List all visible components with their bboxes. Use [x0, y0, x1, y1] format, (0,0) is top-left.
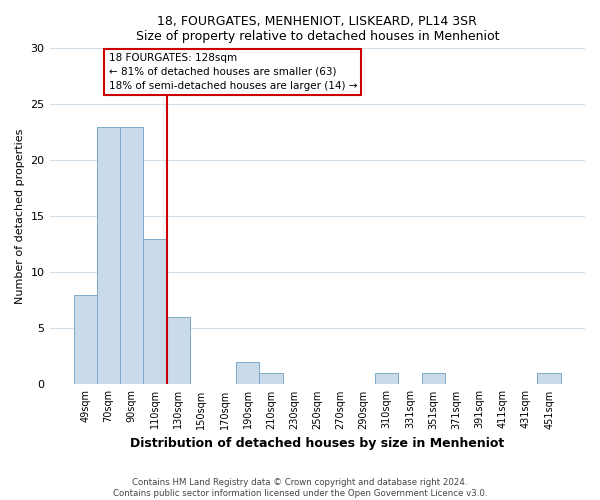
Bar — [74, 295, 97, 384]
Bar — [375, 373, 398, 384]
Title: 18, FOURGATES, MENHENIOT, LISKEARD, PL14 3SR
Size of property relative to detach: 18, FOURGATES, MENHENIOT, LISKEARD, PL14… — [136, 15, 499, 43]
Text: 18 FOURGATES: 128sqm
← 81% of detached houses are smaller (63)
18% of semi-detac: 18 FOURGATES: 128sqm ← 81% of detached h… — [109, 53, 357, 91]
Bar — [422, 373, 445, 384]
Bar — [97, 127, 120, 384]
Bar — [259, 373, 283, 384]
Bar — [167, 317, 190, 384]
Text: Contains HM Land Registry data © Crown copyright and database right 2024.
Contai: Contains HM Land Registry data © Crown c… — [113, 478, 487, 498]
Bar — [236, 362, 259, 384]
Y-axis label: Number of detached properties: Number of detached properties — [15, 128, 25, 304]
Bar — [538, 373, 560, 384]
Bar — [143, 239, 167, 384]
Bar — [120, 127, 143, 384]
X-axis label: Distribution of detached houses by size in Menheniot: Distribution of detached houses by size … — [130, 437, 505, 450]
